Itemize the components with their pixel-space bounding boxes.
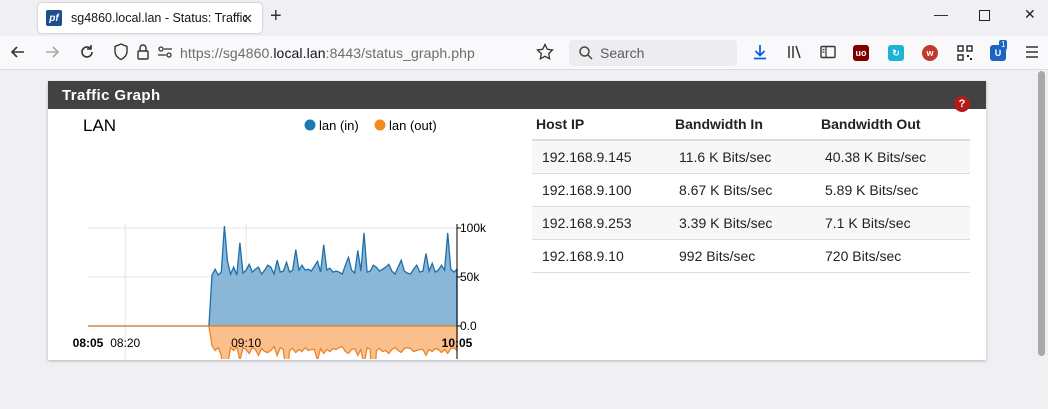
- qr-code-icon[interactable]: [957, 45, 973, 61]
- back-icon[interactable]: [9, 43, 27, 66]
- close-tab-icon[interactable]: ✕: [242, 11, 253, 26]
- bandwidth-in-cell: 8.67 K Bits/sec: [679, 182, 773, 198]
- wot-extension-icon[interactable]: w: [922, 45, 938, 61]
- url-bar[interactable]: https://sg4860.local.lan:8443/status_gra…: [180, 45, 475, 61]
- page-scrollbar[interactable]: [1035, 71, 1048, 409]
- chart-legend: lan (in) lan (out): [304, 118, 437, 133]
- help-icon[interactable]: ?: [954, 96, 970, 112]
- host-ip-cell: 192.168.9.145: [542, 149, 632, 165]
- ublock-origin-icon[interactable]: uo: [853, 45, 869, 61]
- minimize-window-icon[interactable]: —: [934, 6, 948, 22]
- lock-icon[interactable]: [136, 43, 150, 66]
- bandwidth-out-cell: 5.89 K Bits/sec: [825, 182, 919, 198]
- host-ip-cell: 192.168.9.253: [542, 215, 632, 231]
- x-tick-label: 10:05: [442, 336, 473, 350]
- forward-icon[interactable]: [43, 43, 61, 66]
- host-ip-cell: 192.168.9.10: [542, 248, 624, 264]
- legend-item: lan (out): [374, 118, 437, 133]
- table-header: Host IP Bandwidth In Bandwidth Out: [532, 109, 970, 141]
- bandwidth-out-cell: 40.38 K Bits/sec: [825, 149, 927, 165]
- x-tick-label: 09:10: [231, 336, 261, 350]
- permissions-icon[interactable]: [157, 43, 173, 66]
- browser-tab-bar: pf sg4860.local.lan - Status: Traffic Gr…: [0, 0, 1048, 36]
- bandwidth-table: Host IP Bandwidth In Bandwidth Out 192.1…: [532, 109, 970, 273]
- tracking-shield-icon[interactable]: [113, 43, 129, 66]
- bandwidth-in-cell: 11.6 K Bits/sec: [679, 149, 772, 165]
- x-tick-label: 08:05: [73, 336, 104, 350]
- column-header-bandwidth-out[interactable]: Bandwidth Out: [821, 116, 921, 132]
- series-lan-in-area: [88, 225, 458, 327]
- column-header-host-ip[interactable]: Host IP: [536, 116, 585, 132]
- library-icon[interactable]: [786, 43, 804, 66]
- bandwidth-in-cell: 3.39 K Bits/sec: [679, 215, 773, 231]
- bookmark-star-icon[interactable]: [536, 42, 554, 66]
- column-header-bandwidth-in[interactable]: Bandwidth In: [675, 116, 763, 132]
- reload-icon[interactable]: [78, 43, 96, 66]
- url-prefix: https://sg4860.: [180, 45, 274, 61]
- bandwidth-out-cell: 720 Bits/sec: [825, 248, 902, 264]
- panel-title: Traffic Graph: [48, 81, 986, 109]
- url-host: local.lan: [273, 45, 326, 61]
- browser-tab[interactable]: pf sg4860.local.lan - Status: Traffic Gr…: [38, 3, 262, 33]
- bandwidth-out-cell: 7.1 K Bits/sec: [825, 215, 911, 231]
- downloads-icon[interactable]: [751, 43, 769, 66]
- tab-title: sg4860.local.lan - Status: Traffic Graph: [71, 11, 247, 25]
- y-tick-label: 100k: [460, 221, 487, 235]
- x-axis-ticks: 08:05 08:20 09:10 10:05: [73, 336, 473, 350]
- new-tab-icon[interactable]: +: [270, 5, 282, 27]
- search-placeholder: Search: [600, 45, 645, 61]
- legend-item: lan (in): [304, 118, 359, 133]
- scrollbar-thumb[interactable]: [1038, 71, 1045, 356]
- table-row: 192.168.9.10 992 Bits/sec 720 Bits/sec: [532, 240, 970, 273]
- y-tick-label: 50k: [460, 270, 480, 284]
- legend-swatch: [304, 119, 316, 131]
- x-tick-label: 08:20: [110, 336, 140, 350]
- series-lan-out-area: [88, 325, 458, 359]
- extension-badge: 1: [999, 40, 1008, 50]
- table-row: 192.168.9.100 8.67 K Bits/sec 5.89 K Bit…: [532, 174, 970, 207]
- table-row: 192.168.9.145 11.6 K Bits/sec 40.38 K Bi…: [532, 141, 970, 174]
- translate-extension-icon[interactable]: ↻: [888, 45, 904, 61]
- close-window-icon[interactable]: ✕: [1024, 6, 1036, 22]
- menu-icon[interactable]: [1025, 43, 1039, 66]
- legend-swatch: [374, 119, 386, 131]
- y-tick-label: 0.0: [460, 319, 477, 333]
- host-ip-cell: 192.168.9.100: [542, 182, 632, 198]
- search-icon: [578, 45, 594, 66]
- legend-label: lan (out): [389, 118, 437, 133]
- pfsense-favicon-icon: pf: [46, 10, 62, 26]
- traffic-graph-panel: Traffic Graph ? LAN lan (in) lan (out) 10…: [48, 81, 986, 360]
- search-box[interactable]: Search: [569, 40, 737, 66]
- bandwidth-in-cell: 992 Bits/sec: [679, 248, 756, 264]
- chart-title: LAN: [83, 116, 116, 135]
- url-suffix: :8443/status_graph.php: [325, 45, 475, 61]
- table-row: 192.168.9.253 3.39 K Bits/sec 7.1 K Bits…: [532, 207, 970, 240]
- legend-label: lan (in): [319, 118, 359, 133]
- sidebar-icon[interactable]: [819, 43, 837, 66]
- maximize-window-icon[interactable]: [979, 8, 990, 24]
- browser-nav-bar: https://sg4860.local.lan:8443/status_gra…: [0, 36, 1048, 70]
